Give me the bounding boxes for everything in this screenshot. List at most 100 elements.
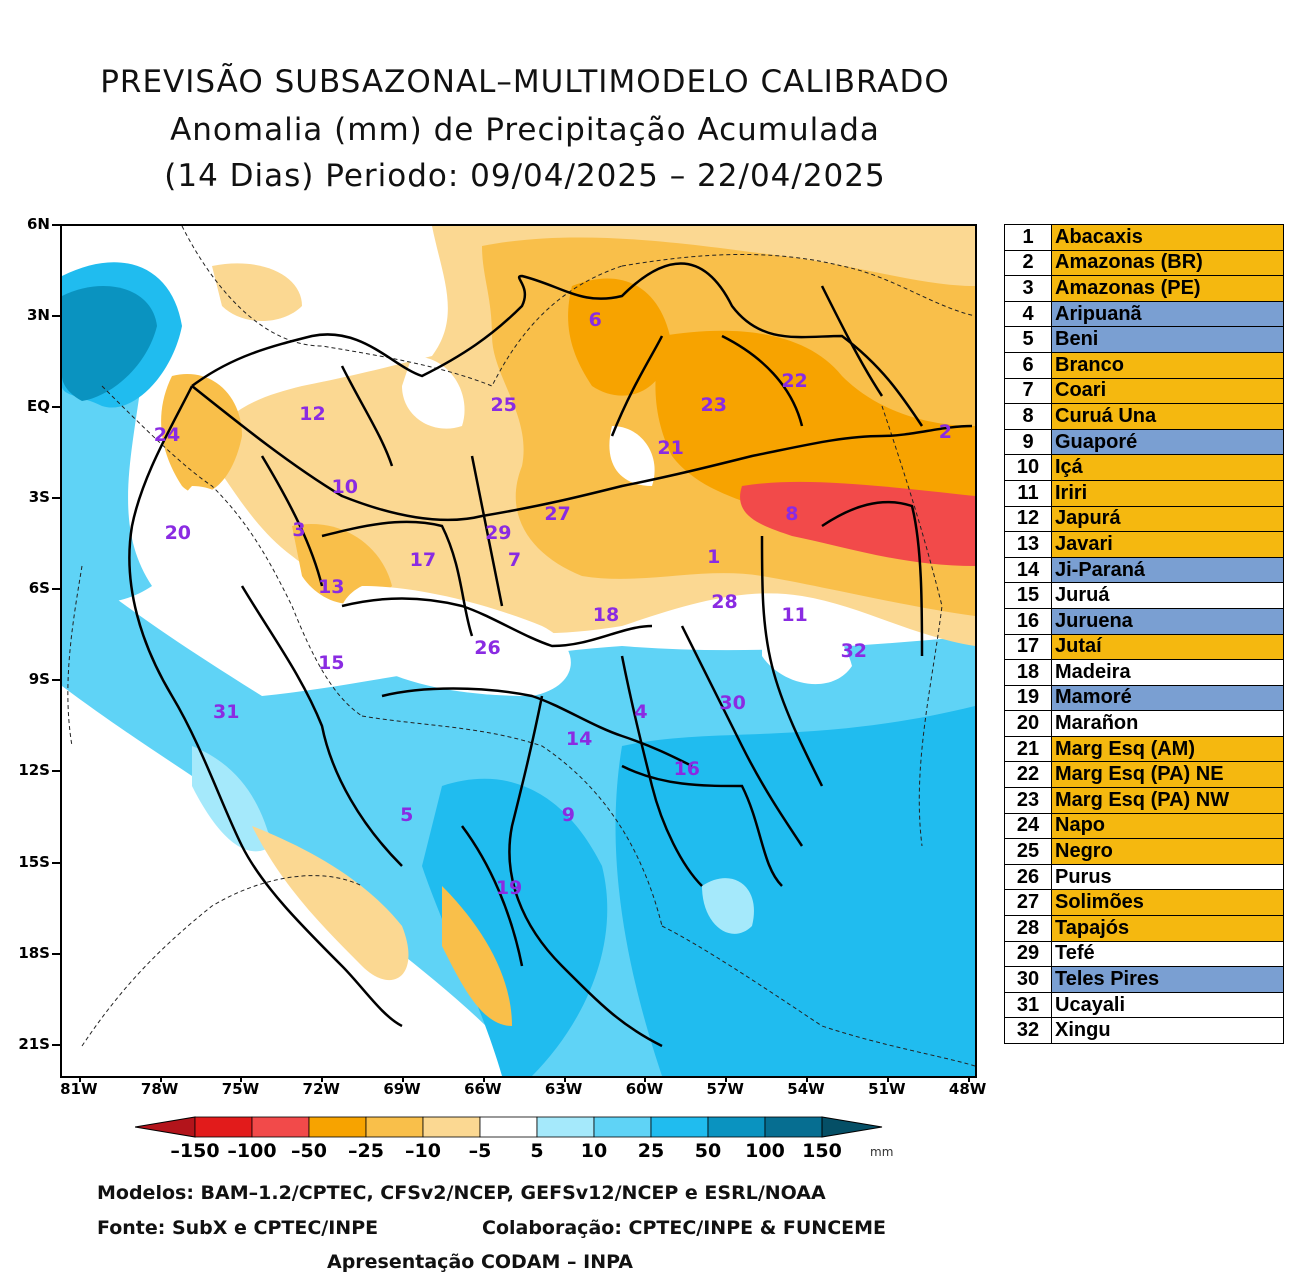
basin-legend-name: Ucayali [1051,991,1284,1019]
credit-models: Modelos: BAM–1.2/CPTEC, CFSv2/NCEP, GEFS… [97,1182,826,1204]
basin-number-3: 3 [292,518,306,541]
basin-legend-row: 8 Curuá Una [1004,403,1284,430]
lat-tick [52,224,60,226]
lon-tick [563,1076,566,1082]
anomaly-map: 1 2 3 4 5 6 7 8 9 10 11 12 13 14 15 16 17 18 19 20 21 22 23 24 2… [60,224,977,1078]
colorbar-segment [707,1116,766,1138]
colorbar-segment [536,1116,595,1138]
lat-label: 9S [28,670,50,689]
basin-legend-number: 9 [1004,428,1052,456]
credit-collab: Colaboração: CPTEC/INPE & FUNCEME [482,1217,887,1239]
basin-legend-number: 27 [1004,889,1052,917]
basin-legend-name: Teles Pires [1051,966,1284,993]
basin-legend-row: 7 Coari [1004,377,1284,405]
basin-number-30: 30 [719,691,746,714]
colorbar-arrow-high [821,1116,883,1138]
basin-legend-name: Marg Esq (AM) [1051,735,1284,763]
basin-number-27: 27 [544,503,571,526]
colorbar-segment [365,1116,424,1138]
lat-label: EQ [27,397,50,416]
lat-label: 12S [18,761,50,780]
basin-legend-number: 24 [1004,812,1052,840]
colorbar-segment [650,1116,709,1138]
basin-legend-row: 2 Amazonas (BR) [1004,249,1284,277]
basin-legend-number: 3 [1004,275,1052,302]
basin-legend-number: 19 [1004,684,1052,712]
basin-legend-row: 21 Marg Esq (AM) [1004,735,1284,763]
basin-legend-number: 11 [1004,479,1052,507]
basin-legend-row: 3 Amazonas (PE) [1004,275,1284,302]
lat-label: 3S [28,488,50,507]
basin-legend-name: Tapajós [1051,915,1284,942]
basin-number-12: 12 [299,403,326,426]
basin-legend-row: 24 Napo [1004,812,1284,840]
basin-number-21: 21 [657,436,684,459]
basin-number-25: 25 [490,394,517,417]
colorbar-label: 150 [802,1140,842,1162]
basin-number-18: 18 [592,603,620,626]
lon-label: 69W [383,1080,421,1098]
lat-tick [52,1043,60,1046]
map-title: PREVISÃO SUBSAZONAL–MULTIMODELO CALIBRAD… [100,64,950,100]
basin-legend-number: 7 [1004,377,1052,405]
lon-tick [402,1076,405,1082]
basin-legend-name: Javari [1051,531,1284,558]
basin-legend-table: 1 Abacaxis 2 Amazonas (BR) 3 Amazonas (PE) 4 Ar… [1004,224,1284,1044]
basin-legend-number: 29 [1004,940,1052,968]
basin-legend-name: Abacaxis [1051,224,1284,251]
colorbar-segment [764,1116,823,1138]
basin-legend-name: Marg Esq (PA) NW [1051,787,1284,814]
lon-tick [644,1076,647,1082]
basin-legend-row: 27 Solimões [1004,889,1284,917]
country-borders [67,226,975,1067]
basin-legend-name: Jutaí [1051,633,1284,661]
colorbar-label: –100 [227,1140,277,1162]
colorbar-label: –5 [468,1140,492,1162]
basin-legend-number: 32 [1004,1017,1052,1044]
lon-label: 81W [60,1080,98,1098]
basin-legend-row: 28 Tapajós [1004,915,1284,942]
basin-legend-row: 13 Javari [1004,531,1284,558]
basin-legend-number: 30 [1004,966,1052,993]
lon-label: 66W [464,1080,502,1098]
colorbar-label: –50 [291,1140,327,1162]
lon-label: 75W [221,1080,260,1098]
basin-legend-row: 31 Ucayali [1004,991,1284,1019]
lat-label: 6S [28,579,50,598]
basin-number-6: 6 [588,309,602,332]
basin-legend-number: 18 [1004,659,1052,686]
basin-legend-row: 10 Içá [1004,454,1284,481]
basin-number-14: 14 [565,728,593,751]
colorbar-label: 100 [745,1140,785,1162]
basin-number-8: 8 [785,503,799,526]
basin-number-2: 2 [938,421,952,444]
map-canvas [62,226,975,1076]
basin-legend-name: Curuá Una [1051,403,1284,430]
basin-legend-row: 14 Ji-Paraná [1004,556,1284,584]
basin-number-24: 24 [153,424,181,447]
lon-tick [886,1076,889,1082]
basin-legend-name: Beni [1051,326,1284,353]
lon-tick [967,1076,970,1082]
basin-legend-row: 29 Tefé [1004,940,1284,968]
basin-legend-number: 25 [1004,838,1052,865]
lon-label: 57W [706,1080,744,1098]
basin-legend-number: 10 [1004,454,1052,481]
basin-legend-number: 12 [1004,505,1052,533]
basin-legend-number: 13 [1004,531,1052,558]
basin-legend-name: Napo [1051,812,1284,840]
basin-legend-number: 28 [1004,915,1052,942]
basin-legend-row: 16 Juruena [1004,607,1284,635]
lon-tick [806,1076,809,1082]
basin-legend-number: 17 [1004,633,1052,661]
basin-legend-name: Marg Esq (PA) NE [1051,761,1284,789]
basin-number-29: 29 [485,521,512,544]
basin-legend-row: 1 Abacaxis [1004,224,1284,251]
lat-tick [52,770,60,773]
colorbar-segment [194,1116,253,1138]
basin-legend-row: 17 Jutaí [1004,633,1284,661]
map-subtitle: Anomalia (mm) de Precipitação Acumulada [170,112,880,148]
basin-legend-row: 15 Juruá [1004,582,1284,609]
basin-legend-name: Japurá [1051,505,1284,533]
basin-legend-number: 1 [1004,224,1052,251]
